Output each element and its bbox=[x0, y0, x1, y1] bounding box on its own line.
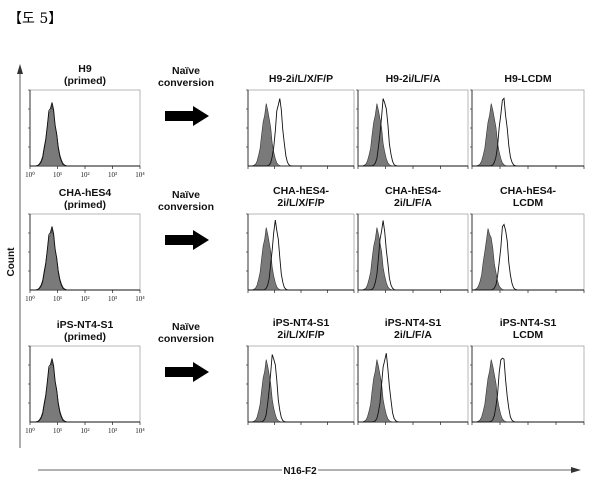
x-tick-label: 10² bbox=[80, 171, 89, 179]
panel-title: CHA-hES4- bbox=[273, 185, 330, 197]
panel-subtitle: LCDM bbox=[513, 329, 544, 341]
conversion-arrow-icon bbox=[165, 230, 209, 250]
count-axis-label: Count bbox=[6, 247, 17, 277]
panel-title: iPS-NT4-S1 bbox=[385, 317, 442, 329]
panel-subtitle: 2i/L/F/A bbox=[394, 197, 432, 209]
open-histogram bbox=[472, 357, 584, 423]
x-tick-label: 10¹ bbox=[53, 295, 62, 303]
open-histogram bbox=[472, 223, 584, 291]
n16f2-axis-arrow bbox=[571, 467, 581, 473]
panel-title: CHA-hES4 bbox=[59, 187, 112, 199]
open-histogram bbox=[30, 358, 140, 423]
panel-title: CHA-hES4- bbox=[385, 185, 442, 197]
primed-control-histogram: iPS-NT4-S1(primed) 10⁰ 10¹ 10² 10³ 10⁴ bbox=[25, 319, 145, 435]
panel-title: iPS-NT4-S1 bbox=[500, 317, 557, 329]
x-tick-label: 10⁰ bbox=[25, 295, 35, 303]
open-histogram bbox=[472, 97, 584, 167]
converted-histogram: CHA-hES4-2i/L/F/A bbox=[356, 185, 469, 293]
primed-control-histogram: CHA-hES4(primed) 10⁰ 10¹ 10² 10³ 10⁴ bbox=[25, 187, 145, 303]
primed-control-histogram: H9(primed) 10⁰ 10¹ 10² 10³ 10⁴ bbox=[25, 63, 145, 179]
open-histogram bbox=[30, 102, 140, 167]
panel-subtitle: 2i/L/F/A bbox=[394, 329, 432, 341]
open-histogram bbox=[248, 220, 354, 291]
x-tick-label: 10³ bbox=[108, 427, 117, 435]
count-axis-arrow bbox=[17, 64, 23, 74]
panel-subtitle: 2i/L/X/F/P bbox=[277, 329, 324, 341]
x-tick-label: 10² bbox=[80, 427, 89, 435]
n16f2-axis-label: N16-F2 bbox=[283, 466, 317, 477]
panel-title: iPS-NT4-S1 bbox=[57, 319, 114, 331]
conversion-arrow-icon bbox=[165, 362, 209, 382]
x-tick-label: 10³ bbox=[108, 171, 117, 179]
panel-subtitle: (primed) bbox=[64, 199, 106, 211]
panel-subtitle: (primed) bbox=[64, 331, 106, 343]
x-tick-label: 10³ bbox=[108, 295, 117, 303]
open-histogram bbox=[358, 353, 468, 423]
naive-label: Naïve bbox=[172, 321, 200, 333]
converted-histogram: CHA-hES4-LCDM bbox=[470, 185, 585, 293]
naive-label: Naïve bbox=[172, 189, 200, 201]
open-histogram bbox=[248, 98, 354, 167]
naive-label: Naïve bbox=[172, 65, 200, 77]
open-histogram bbox=[358, 98, 468, 167]
x-tick-label: 10⁴ bbox=[135, 295, 145, 303]
open-histogram bbox=[30, 226, 140, 291]
x-tick-label: 10² bbox=[80, 295, 89, 303]
converted-histogram: H9-LCDM bbox=[470, 73, 585, 169]
converted-histogram: H9-2i/L/X/F/P bbox=[246, 73, 355, 169]
x-tick-label: 10¹ bbox=[53, 171, 62, 179]
panel-title: H9-LCDM bbox=[504, 73, 551, 85]
x-tick-label: 10¹ bbox=[53, 427, 62, 435]
x-tick-label: 10⁴ bbox=[135, 171, 145, 179]
open-histogram bbox=[248, 354, 354, 423]
panel-title: H9-2i/L/F/A bbox=[386, 73, 441, 85]
panel-subtitle: 2i/L/X/F/P bbox=[277, 197, 324, 209]
panel-title: H9-2i/L/X/F/P bbox=[269, 73, 333, 85]
converted-histogram: CHA-hES4-2i/L/X/F/P bbox=[246, 185, 355, 293]
conversion-arrow-icon bbox=[165, 106, 209, 126]
panel-title: iPS-NT4-S1 bbox=[273, 317, 330, 329]
panel-subtitle: (primed) bbox=[64, 75, 106, 87]
x-tick-label: 10⁰ bbox=[25, 171, 35, 179]
panel-title: H9 bbox=[78, 63, 92, 75]
x-tick-label: 10⁰ bbox=[25, 427, 35, 435]
conversion-label: conversion bbox=[158, 333, 214, 345]
panel-subtitle: LCDM bbox=[513, 197, 544, 209]
conversion-label: conversion bbox=[158, 77, 214, 89]
converted-histogram: H9-2i/L/F/A bbox=[356, 73, 469, 169]
figure-label: 【도 5】 bbox=[8, 11, 63, 27]
conversion-label: conversion bbox=[158, 201, 214, 213]
x-tick-label: 10⁴ bbox=[135, 427, 145, 435]
panel-title: CHA-hES4- bbox=[500, 185, 557, 197]
open-histogram bbox=[358, 220, 468, 291]
